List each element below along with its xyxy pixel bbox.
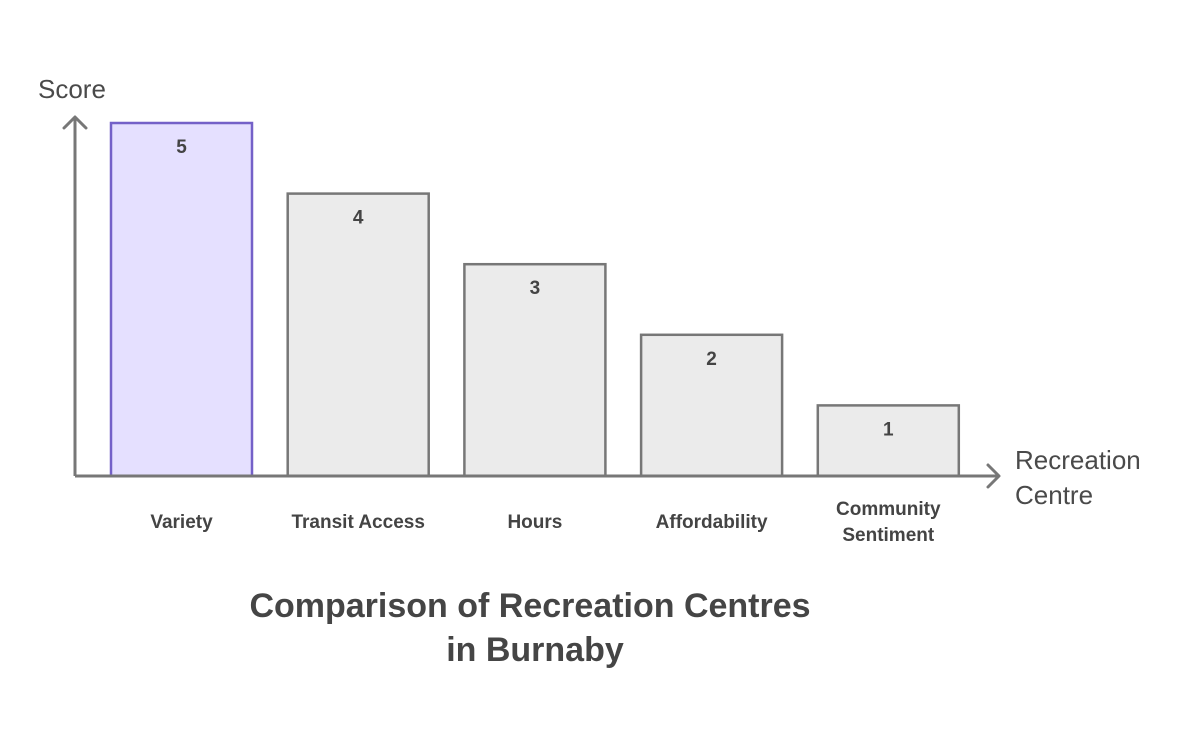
bar-4 <box>816 404 961 478</box>
x-axis-title-line-2: Centre <box>1015 480 1093 510</box>
bar-3 <box>639 333 784 478</box>
data-labels-layer: 5 4 3 2 1 <box>176 137 894 440</box>
y-axis-title: Score <box>38 74 106 104</box>
bar-1 <box>286 192 430 478</box>
x-tick-label-4-line-1: Community <box>836 499 941 520</box>
x-tick-labels: Variety Transit Access Hours Affordability C… <box>150 499 941 546</box>
x-tick-label-1: Transit Access <box>291 512 424 533</box>
bar-0 <box>109 121 254 478</box>
x-tick-label-2: Hours <box>507 512 562 533</box>
x-axis-arrowhead <box>986 463 1001 489</box>
data-label-3: 2 <box>706 349 717 370</box>
y-axis-arrowhead <box>62 115 88 130</box>
x-tick-label-3: Affordability <box>656 512 768 533</box>
x-tick-label-0: Variety <box>150 512 213 533</box>
data-label-2: 3 <box>530 278 541 299</box>
bar-2 <box>463 262 607 478</box>
data-label-0: 5 <box>176 137 187 158</box>
data-label-1: 4 <box>353 208 364 229</box>
data-label-4: 1 <box>883 419 894 440</box>
x-axis-title-line-1: Recreation <box>1015 445 1141 475</box>
chart-title-line-1: Comparison of Recreation Centres <box>249 587 810 625</box>
bars-layer <box>109 121 961 478</box>
x-tick-label-4-line-2: Sentiment <box>842 525 935 546</box>
chart-title-line-2: in Burnaby <box>446 631 624 669</box>
